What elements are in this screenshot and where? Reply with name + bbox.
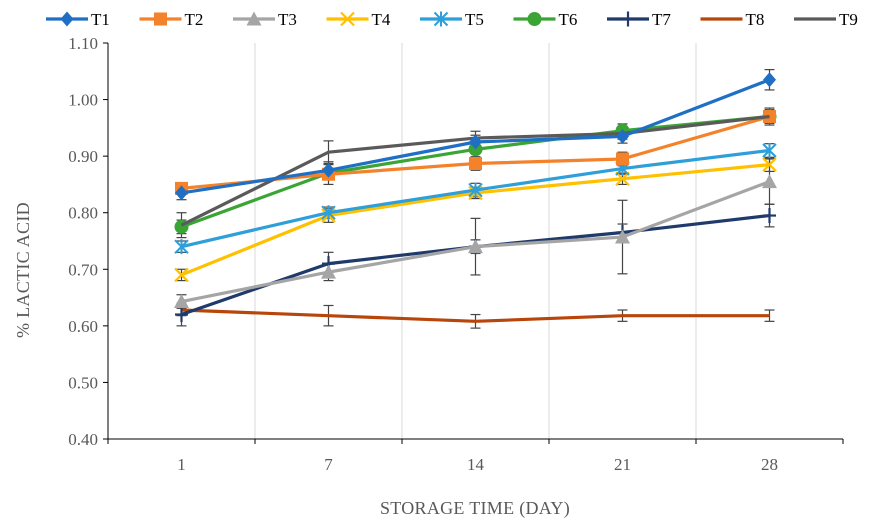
series-t3 xyxy=(174,174,777,309)
x-tick-label: 21 xyxy=(614,455,631,474)
x-tick-label: 7 xyxy=(324,455,333,474)
x-tick-labels: 1 7 14 21 28 xyxy=(177,455,778,474)
legend-item-t7: T7 xyxy=(607,10,671,29)
legend-label-t8: T8 xyxy=(746,10,765,29)
series-line-t8 xyxy=(181,308,770,323)
data-point-t5 xyxy=(321,205,336,221)
y-tick-label: 1.00 xyxy=(68,91,98,110)
data-point-t1 xyxy=(322,162,335,178)
legend-label-t4: T4 xyxy=(372,10,391,29)
legend-marker-t7 xyxy=(621,11,635,27)
data-point-t1 xyxy=(616,128,629,144)
legend-label-t3: T3 xyxy=(278,10,297,29)
legend-item-t2: T2 xyxy=(139,10,204,29)
data-point-t5 xyxy=(468,182,483,198)
data-point-t2 xyxy=(469,156,482,170)
legend-marker-t4 xyxy=(340,11,355,27)
legend-marker-t6 xyxy=(527,12,542,26)
legend: T1 T2 T3 T4 T5 T6 T7 T8 T9 xyxy=(46,10,858,29)
axes xyxy=(103,42,844,444)
legend-label-t2: T2 xyxy=(185,10,204,29)
legend-item-t8: T8 xyxy=(700,10,765,29)
data-point-t4 xyxy=(762,157,777,172)
legend-marker-t3 xyxy=(246,11,262,26)
legend-item-t1: T1 xyxy=(46,10,110,29)
legend-marker-t5 xyxy=(433,11,449,27)
series-lines xyxy=(174,72,777,323)
data-point-t3 xyxy=(174,294,189,309)
x-tick-label: 14 xyxy=(467,455,485,474)
data-point-t2 xyxy=(616,152,629,166)
data-point-t5 xyxy=(174,239,189,255)
data-point-t7 xyxy=(175,307,188,323)
legend-marker-t1 xyxy=(60,11,74,27)
series-t1 xyxy=(175,72,776,201)
legend-item-t5: T5 xyxy=(420,10,484,29)
y-tick-label: 0.50 xyxy=(68,373,98,392)
error-bars xyxy=(176,68,775,329)
legend-item-t6: T6 xyxy=(513,10,578,29)
legend-marker-t2 xyxy=(154,12,167,26)
legend-label-t6: T6 xyxy=(559,10,578,29)
y-tick-label: 0.90 xyxy=(68,147,98,166)
data-point-t4 xyxy=(174,267,189,283)
y-tick-label: 0.80 xyxy=(68,204,98,223)
legend-label-t5: T5 xyxy=(465,10,484,29)
data-point-t3 xyxy=(468,239,483,254)
data-point-t7 xyxy=(763,208,776,224)
data-point-t3 xyxy=(321,264,336,279)
y-tick-labels: 0.40 0.50 0.60 0.70 0.80 0.90 1.00 1.10 xyxy=(68,34,98,449)
legend-label-t7: T7 xyxy=(652,10,671,29)
legend-item-t3: T3 xyxy=(233,10,297,29)
data-point-t1 xyxy=(763,72,776,88)
x-tick-label: 28 xyxy=(761,455,778,474)
y-tick-label: 0.40 xyxy=(68,430,98,449)
y-tick-label: 1.10 xyxy=(68,34,98,53)
y-tick-label: 0.60 xyxy=(68,317,98,336)
legend-label-t9: T9 xyxy=(839,10,858,29)
x-axis-title: STORAGE TIME (DAY) xyxy=(380,498,570,519)
y-axis-title: % LACTIC ACID xyxy=(13,202,33,338)
x-tick-label: 1 xyxy=(177,455,186,474)
data-point-t1 xyxy=(469,134,482,150)
data-point-t3 xyxy=(615,229,630,244)
data-point-t1 xyxy=(175,185,188,201)
legend-label-t1: T1 xyxy=(91,10,110,29)
legend-item-t9: T9 xyxy=(794,10,858,29)
data-point-t3 xyxy=(762,174,777,189)
series-t8 xyxy=(181,308,770,323)
data-point-t4 xyxy=(615,171,630,187)
data-point-t5 xyxy=(762,142,777,158)
legend-item-t4: T4 xyxy=(326,10,391,29)
y-tick-label: 0.70 xyxy=(68,260,98,279)
